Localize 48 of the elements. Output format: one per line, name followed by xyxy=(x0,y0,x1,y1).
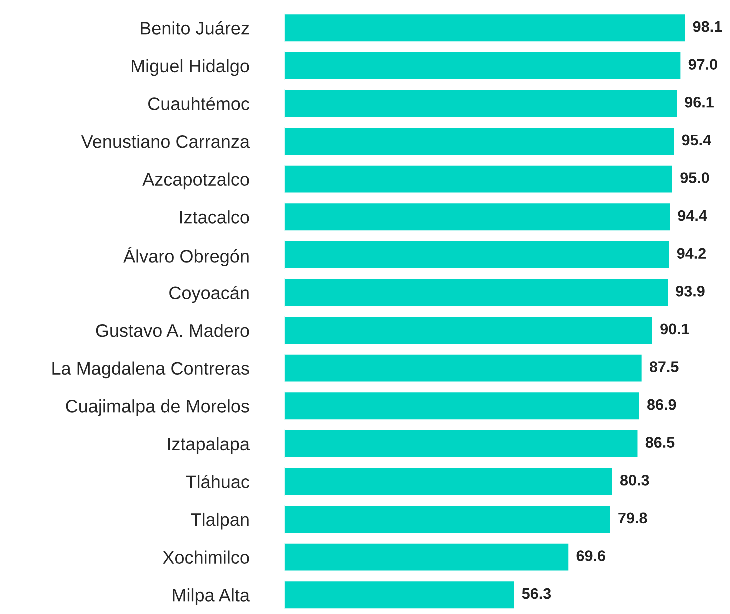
data-label: 86.9 xyxy=(648,399,676,410)
y-tick-label: Cuauhtémoc xyxy=(148,96,250,110)
bar xyxy=(284,278,670,308)
y-tick-label: Tlalpan xyxy=(191,512,249,530)
data-label: 79.8 xyxy=(618,512,648,524)
y-tick-label: La Magdalena Contreras xyxy=(52,362,250,379)
bar xyxy=(284,580,516,610)
bar xyxy=(284,429,640,459)
data-label: 87.5 xyxy=(650,362,679,372)
bar xyxy=(284,126,676,156)
bar xyxy=(284,504,612,534)
data-label: 95.0 xyxy=(680,172,710,184)
bar xyxy=(284,466,614,497)
y-tick-label: Álvaro Obregón xyxy=(124,247,249,266)
data-label: 97.0 xyxy=(688,59,718,70)
bar xyxy=(284,164,674,194)
data-label: 90.1 xyxy=(660,324,690,335)
bar xyxy=(284,353,644,384)
y-tick-label: Benito Juárez xyxy=(141,21,250,35)
y-tick-label: Azcapotzalco xyxy=(142,172,250,190)
data-label: 69.6 xyxy=(576,550,606,562)
y-tick-label: Tláhuac xyxy=(186,474,250,488)
y-tick-label: Cuajimalpa de Morelos xyxy=(66,400,250,416)
data-label: 80.3 xyxy=(620,474,650,486)
bar xyxy=(284,13,687,43)
bar xyxy=(284,51,682,81)
bar xyxy=(284,391,641,421)
bar xyxy=(284,542,570,572)
data-label: 94.4 xyxy=(678,210,708,222)
y-tick-label: Milpa Alta xyxy=(173,588,250,606)
data-label: 93.9 xyxy=(676,286,705,297)
y-tick-label: Gustavo A. Madero xyxy=(96,324,250,338)
bar xyxy=(284,202,672,232)
y-tick-label: Iztapalapa xyxy=(168,437,250,454)
data-label: 94.2 xyxy=(677,248,706,260)
bar xyxy=(284,240,671,270)
bar xyxy=(284,316,654,346)
bar xyxy=(284,88,678,119)
data-label: 98.1 xyxy=(693,21,722,32)
data-label: 95.4 xyxy=(682,134,712,146)
y-tick-label: Iztacalco xyxy=(180,210,250,224)
y-tick-label: Xochimilco xyxy=(163,550,250,564)
y-tick-label: Miguel Hidalgo xyxy=(132,59,250,76)
y-tick-label: Venustiano Carranza xyxy=(81,134,250,148)
y-tick-label: Coyoacán xyxy=(170,286,249,304)
data-label: 56.3 xyxy=(522,588,552,600)
data-label: 86.5 xyxy=(646,437,675,448)
data-label: 96.1 xyxy=(685,96,714,108)
